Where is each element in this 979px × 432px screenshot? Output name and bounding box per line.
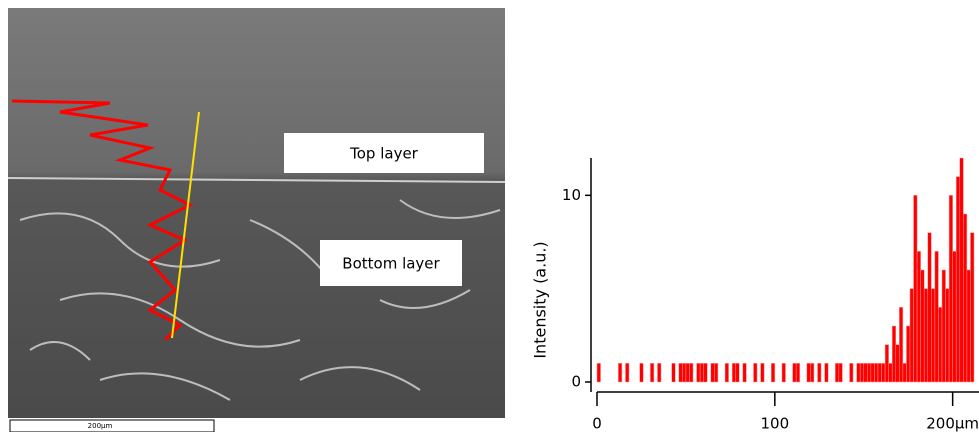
histogram-bar	[935, 251, 939, 382]
histogram-bar	[910, 289, 914, 382]
histogram-bar	[714, 363, 718, 382]
histogram-bar	[874, 363, 878, 382]
histogram-bar	[682, 363, 686, 382]
histogram-bar	[871, 363, 875, 382]
histogram-bar	[896, 345, 900, 382]
histogram-bar	[867, 363, 871, 382]
histogram-bar	[796, 363, 800, 382]
histogram-bar	[864, 363, 868, 382]
histogram-bar	[704, 363, 708, 382]
y-tick-label: 0	[571, 373, 581, 391]
histogram-bar	[889, 363, 893, 382]
histogram-bar	[949, 195, 953, 382]
histogram-bar	[793, 363, 797, 382]
histogram-bar	[782, 363, 786, 382]
histogram-bar	[938, 307, 942, 382]
histogram-bar	[928, 233, 932, 382]
histogram-bar	[711, 363, 715, 382]
histogram-bar	[640, 363, 644, 382]
x-tick-label: 0	[592, 415, 602, 432]
histogram-bar	[903, 363, 907, 382]
histogram-bar	[597, 363, 601, 382]
histogram-bar	[878, 363, 882, 382]
histogram-bar	[618, 363, 622, 382]
histogram-bar	[697, 363, 701, 382]
histogram-bar	[917, 251, 921, 382]
histogram-bar	[921, 270, 925, 382]
histogram-bar	[839, 363, 843, 382]
histogram-bar	[857, 363, 861, 382]
histogram-bar	[885, 345, 889, 382]
histogram-bar	[956, 177, 960, 382]
histogram-bar	[818, 363, 822, 382]
x-tick-label: 100	[761, 415, 790, 432]
y-tick-label: 10	[562, 186, 581, 204]
top-layer-label: Top layer	[349, 145, 419, 163]
histogram-bar	[899, 307, 903, 382]
histogram-bar	[953, 251, 957, 382]
histogram-bar	[942, 270, 946, 382]
histogram-bar	[625, 363, 629, 382]
scale-bar-label: 200µm	[88, 422, 113, 430]
histogram-bar	[736, 363, 740, 382]
histogram-bar	[892, 326, 896, 382]
sem-image: Top layer Bottom layer 200µm	[8, 8, 505, 432]
histogram-bar	[967, 270, 971, 382]
histogram-bar	[679, 363, 683, 382]
histogram-bar	[807, 363, 811, 382]
histogram-bar	[672, 363, 676, 382]
histogram-bar	[960, 158, 964, 382]
histogram-bar	[835, 363, 839, 382]
histogram-bar	[963, 214, 967, 382]
figure: Top layer Bottom layer 200µm Intensity (…	[0, 0, 979, 432]
y-axis-label: Intensity (a.u.)	[531, 241, 550, 358]
histogram-bar	[700, 363, 704, 382]
histogram-bar	[906, 326, 910, 382]
histogram-bar	[970, 233, 974, 382]
histogram-bar	[860, 363, 864, 382]
histogram-bar	[850, 363, 854, 382]
histogram-bar	[914, 195, 918, 382]
bottom-layer-label: Bottom layer	[342, 255, 440, 273]
histogram-bar	[924, 289, 928, 382]
histogram-bar	[689, 363, 693, 382]
histogram-bar	[825, 363, 829, 382]
histogram-bar	[650, 363, 654, 382]
histogram-bar	[771, 363, 775, 382]
histogram-bar	[882, 363, 886, 382]
x-tick-label: 200µm	[926, 415, 979, 432]
histogram-bar	[725, 363, 729, 382]
histogram-bar	[743, 363, 747, 382]
histogram-bar	[686, 363, 690, 382]
histogram-bar	[931, 289, 935, 382]
histogram-bar	[946, 289, 950, 382]
histogram-bar	[761, 363, 765, 382]
histogram-bar	[732, 363, 736, 382]
histogram-bar	[810, 363, 814, 382]
histogram-bar	[753, 363, 757, 382]
histogram-bar	[657, 363, 661, 382]
